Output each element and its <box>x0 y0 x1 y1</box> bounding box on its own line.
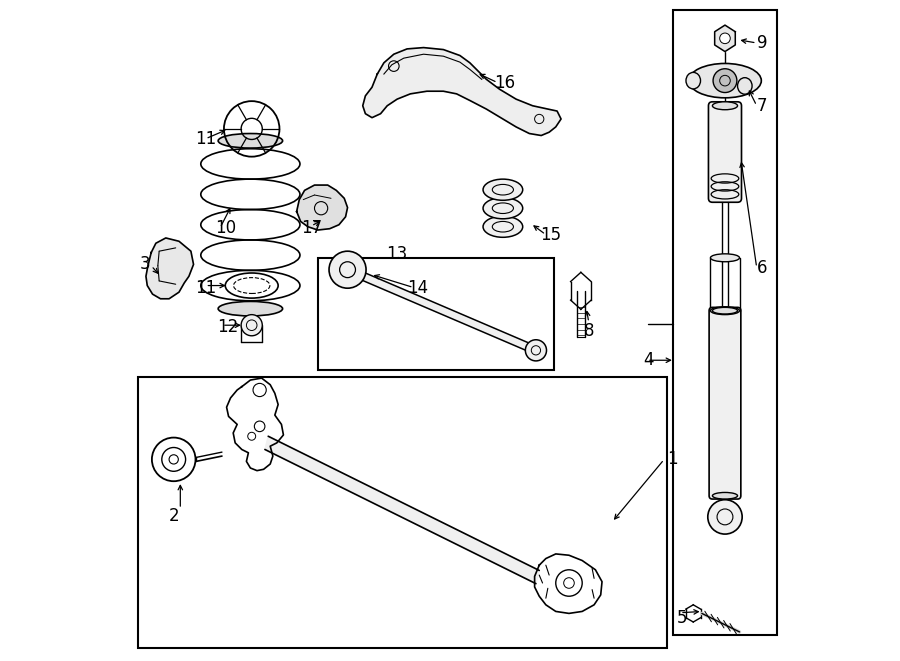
Ellipse shape <box>688 63 761 98</box>
Text: 13: 13 <box>386 245 408 264</box>
Text: 17: 17 <box>301 219 322 237</box>
Ellipse shape <box>713 307 737 314</box>
FancyBboxPatch shape <box>709 307 741 499</box>
Text: 6: 6 <box>757 258 768 277</box>
Text: 9: 9 <box>757 34 768 52</box>
Text: 10: 10 <box>215 219 237 237</box>
Circle shape <box>241 315 262 336</box>
Circle shape <box>329 251 366 288</box>
Polygon shape <box>265 436 539 584</box>
Polygon shape <box>363 48 561 136</box>
Text: 5: 5 <box>677 609 688 627</box>
Text: 11: 11 <box>195 278 217 297</box>
Ellipse shape <box>713 492 737 499</box>
Circle shape <box>707 500 742 534</box>
Text: 12: 12 <box>217 318 239 336</box>
Ellipse shape <box>483 216 523 237</box>
Ellipse shape <box>483 198 523 219</box>
FancyBboxPatch shape <box>708 102 742 202</box>
Bar <box>318 258 554 370</box>
Text: 3: 3 <box>140 255 150 274</box>
Ellipse shape <box>218 134 283 148</box>
Polygon shape <box>715 25 735 52</box>
Ellipse shape <box>710 307 740 315</box>
Circle shape <box>526 340 546 361</box>
Circle shape <box>720 33 730 44</box>
Polygon shape <box>346 266 537 354</box>
Ellipse shape <box>686 73 700 89</box>
Text: 7: 7 <box>757 97 768 115</box>
Ellipse shape <box>218 301 283 316</box>
Text: 14: 14 <box>407 278 428 297</box>
Polygon shape <box>146 238 194 299</box>
Text: 11: 11 <box>195 130 217 148</box>
Text: 16: 16 <box>494 73 516 92</box>
Text: 1: 1 <box>667 450 678 469</box>
Text: 15: 15 <box>540 225 561 244</box>
Ellipse shape <box>710 254 740 262</box>
Ellipse shape <box>713 102 737 110</box>
Ellipse shape <box>483 179 523 200</box>
Ellipse shape <box>737 77 752 94</box>
Polygon shape <box>297 185 347 230</box>
Circle shape <box>713 69 737 93</box>
Text: 4: 4 <box>644 351 654 369</box>
Text: 8: 8 <box>583 321 594 340</box>
Bar <box>673 10 778 635</box>
Text: 2: 2 <box>168 506 179 525</box>
Bar <box>138 377 667 648</box>
